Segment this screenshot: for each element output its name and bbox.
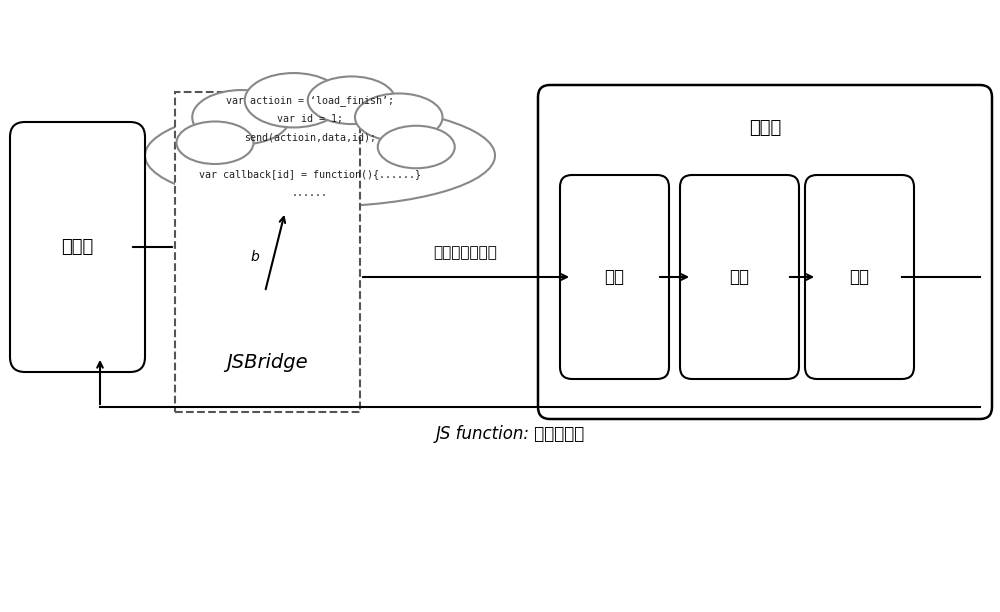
Ellipse shape xyxy=(378,125,455,168)
Text: JSBridge: JSBridge xyxy=(227,353,308,371)
Text: JS function: 参数、标识: JS function: 参数、标识 xyxy=(435,425,585,443)
FancyBboxPatch shape xyxy=(10,122,145,372)
Ellipse shape xyxy=(145,105,495,206)
Ellipse shape xyxy=(308,76,395,124)
Text: 本地端: 本地端 xyxy=(749,119,781,137)
FancyBboxPatch shape xyxy=(805,175,914,379)
FancyBboxPatch shape xyxy=(560,175,669,379)
FancyBboxPatch shape xyxy=(538,85,992,419)
Text: 处理: 处理 xyxy=(730,268,750,286)
Text: b: b xyxy=(251,250,259,264)
Text: 拦截: 拦截 xyxy=(604,268,624,286)
Text: 页面端: 页面端 xyxy=(61,238,94,256)
Ellipse shape xyxy=(192,90,290,144)
Text: send(actioin,data,id);: send(actioin,data,id); xyxy=(244,132,376,142)
Text: var callback[id] = function(){......}: var callback[id] = function(){......} xyxy=(199,169,421,179)
Ellipse shape xyxy=(355,94,442,141)
Ellipse shape xyxy=(176,122,254,164)
Text: 发送参数、标识: 发送参数、标识 xyxy=(433,245,497,260)
Text: ......: ...... xyxy=(292,187,328,198)
FancyBboxPatch shape xyxy=(680,175,799,379)
Text: var actioin = ‘load_finish’;: var actioin = ‘load_finish’; xyxy=(226,95,394,106)
FancyBboxPatch shape xyxy=(175,92,360,412)
Ellipse shape xyxy=(245,73,343,127)
Text: var id = 1;: var id = 1; xyxy=(277,113,343,124)
Text: 返回: 返回 xyxy=(850,268,870,286)
